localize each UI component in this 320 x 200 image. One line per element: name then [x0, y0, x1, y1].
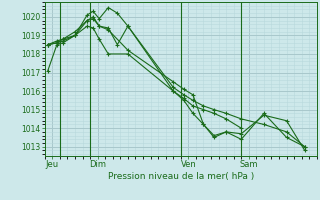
- X-axis label: Pression niveau de la mer( hPa ): Pression niveau de la mer( hPa ): [108, 172, 254, 181]
